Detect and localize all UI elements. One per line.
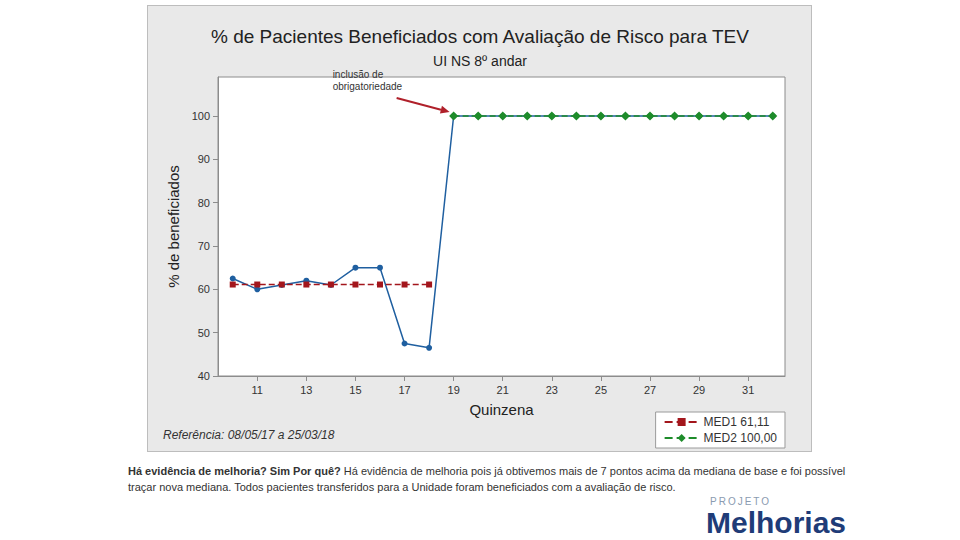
svg-text:80: 80 — [198, 197, 210, 209]
svg-text:Quinzena: Quinzena — [469, 401, 534, 418]
svg-text:obrigatoriedade: obrigatoriedade — [333, 81, 403, 92]
svg-text:19: 19 — [448, 384, 460, 396]
svg-text:25: 25 — [595, 384, 607, 396]
html-text:Há evidência de melhoria? Sim: Há evidência de melhoria? Sim Por quê? H… — [128, 465, 846, 493]
svg-text:100: 100 — [192, 110, 210, 122]
svg-text:13: 13 — [300, 384, 312, 396]
svg-text:90: 90 — [198, 153, 210, 165]
svg-text:21: 21 — [497, 384, 509, 396]
svg-text:29: 29 — [693, 384, 705, 396]
svg-text:23: 23 — [546, 384, 558, 396]
svg-text:Referência: 08/05/17 a 25/03/1: Referência: 08/05/17 a 25/03/18 — [163, 428, 335, 442]
svg-text:15: 15 — [349, 384, 361, 396]
svg-text:MED1 61,11: MED1 61,11 — [704, 415, 770, 429]
svg-text:17: 17 — [398, 384, 410, 396]
svg-text:60: 60 — [198, 283, 210, 295]
svg-text:% de Pacientes Beneficiados co: % de Pacientes Beneficiados com Avaliaçã… — [211, 26, 749, 47]
svg-text:31: 31 — [742, 384, 754, 396]
html-text:Melhorias: Melhorias — [706, 506, 846, 539]
html-text:PROJETO: PROJETO — [710, 496, 771, 507]
svg-text:50: 50 — [198, 327, 210, 339]
svg-text:UI NS 8º andar: UI NS 8º andar — [433, 53, 527, 69]
svg-text:MED2 100,00: MED2 100,00 — [704, 431, 778, 445]
svg-text:27: 27 — [644, 384, 656, 396]
svg-text:70: 70 — [198, 240, 210, 252]
svg-text:inclusão de: inclusão de — [333, 69, 384, 80]
svg-text:% de beneficiados: % de beneficiados — [165, 165, 182, 288]
svg-text:11: 11 — [252, 384, 263, 396]
svg-text:40: 40 — [198, 370, 210, 382]
